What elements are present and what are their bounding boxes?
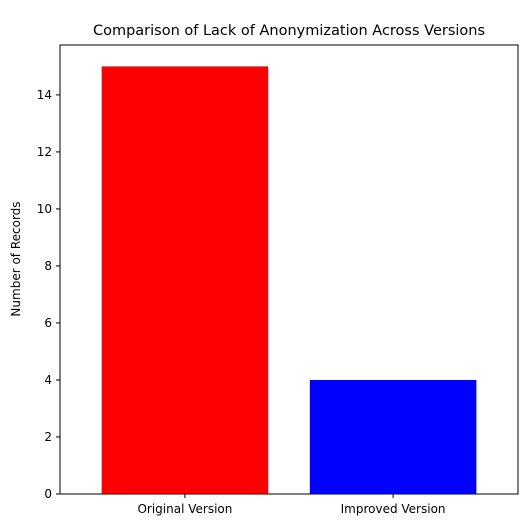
x-tick-label: Original Version [137,502,232,516]
y-tick-label: 14 [37,88,52,102]
y-tick-label: 4 [44,373,52,387]
y-axis-ticks: 0 2 4 6 8 10 12 14 [37,88,60,501]
y-tick-label: 6 [44,316,52,330]
chart-title: Comparison of Lack of Anonymization Acro… [93,23,485,39]
y-tick-label: 0 [44,487,52,501]
x-axis-ticks: Original Version Improved Version [137,494,445,516]
bar-improved-version [310,380,477,494]
y-tick-label: 10 [37,202,52,216]
y-tick-label: 12 [37,145,52,159]
bar-original-version [102,66,269,494]
y-tick-label: 2 [44,430,52,444]
y-axis-label: Number of Records [9,201,23,316]
y-tick-label: 8 [44,259,52,273]
x-tick-label: Improved Version [341,502,446,516]
bars-group [102,66,477,494]
